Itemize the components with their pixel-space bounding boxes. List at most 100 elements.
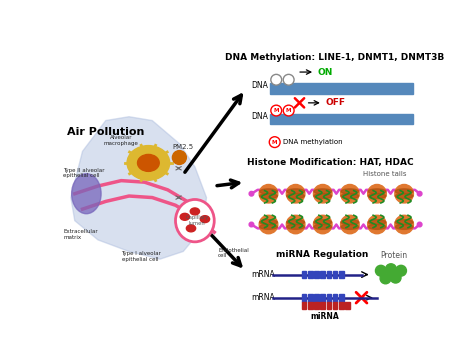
Circle shape (269, 137, 280, 147)
Circle shape (368, 184, 386, 203)
Bar (308, 302, 313, 309)
Text: mRNA: mRNA (251, 293, 275, 302)
Text: Alveolar
macrophage: Alveolar macrophage (104, 135, 139, 146)
Text: mRNA: mRNA (251, 270, 275, 279)
Text: Type II alveolar
epithelial cell: Type II alveolar epithelial cell (63, 167, 105, 178)
Text: Capillary
lumen: Capillary lumen (185, 215, 209, 226)
Text: Histone tails: Histone tails (363, 171, 407, 177)
Bar (270, 83, 413, 94)
Circle shape (395, 184, 413, 203)
Ellipse shape (287, 189, 304, 194)
Circle shape (390, 272, 401, 283)
Ellipse shape (260, 189, 277, 194)
Circle shape (286, 184, 305, 203)
Ellipse shape (314, 224, 332, 229)
Circle shape (417, 191, 422, 196)
Ellipse shape (287, 220, 304, 225)
Bar (327, 294, 331, 302)
Circle shape (271, 74, 282, 85)
Circle shape (385, 264, 396, 274)
Bar (302, 294, 307, 302)
Text: DNA Methylation: LINE-1, DNMT1, DNMT3B: DNA Methylation: LINE-1, DNMT1, DNMT3B (225, 53, 444, 62)
Circle shape (396, 265, 406, 276)
Ellipse shape (341, 193, 359, 199)
Circle shape (341, 215, 359, 234)
Ellipse shape (395, 220, 413, 225)
Bar (339, 302, 344, 309)
Text: Endothelial
cell: Endothelial cell (218, 248, 249, 258)
Ellipse shape (180, 213, 190, 220)
Text: Protein: Protein (381, 252, 408, 261)
Ellipse shape (368, 189, 386, 194)
Bar (333, 294, 337, 302)
Bar (320, 271, 325, 278)
Text: miRNA Regulation: miRNA Regulation (276, 250, 369, 259)
Bar (327, 271, 331, 278)
Ellipse shape (190, 208, 200, 215)
Bar (327, 302, 331, 309)
Bar (314, 271, 319, 278)
Text: Air Pollution: Air Pollution (67, 127, 145, 137)
Bar (345, 302, 350, 309)
Ellipse shape (341, 189, 359, 194)
Circle shape (283, 105, 294, 116)
Circle shape (283, 74, 294, 85)
Ellipse shape (368, 224, 386, 229)
Bar (314, 294, 319, 302)
Ellipse shape (186, 225, 196, 232)
Ellipse shape (395, 224, 413, 229)
Bar (333, 302, 337, 309)
Ellipse shape (72, 174, 101, 214)
Bar (339, 294, 344, 302)
Circle shape (173, 151, 186, 164)
Text: Histone Modification: HAT, HDAC: Histone Modification: HAT, HDAC (247, 158, 414, 167)
Bar (314, 302, 319, 309)
Ellipse shape (368, 220, 386, 225)
Circle shape (249, 191, 254, 196)
Text: DNA: DNA (251, 112, 268, 121)
Ellipse shape (368, 193, 386, 199)
Polygon shape (71, 117, 207, 259)
Ellipse shape (260, 193, 277, 199)
Ellipse shape (201, 216, 210, 223)
Ellipse shape (314, 189, 332, 194)
Ellipse shape (395, 193, 413, 199)
Bar (308, 294, 313, 302)
Bar (302, 271, 307, 278)
Text: OFF: OFF (325, 98, 345, 107)
Bar (270, 114, 413, 125)
Bar (333, 271, 337, 278)
Ellipse shape (137, 154, 159, 171)
Ellipse shape (175, 200, 214, 242)
Ellipse shape (287, 224, 304, 229)
Ellipse shape (287, 193, 304, 199)
Ellipse shape (260, 220, 277, 225)
Ellipse shape (260, 224, 277, 229)
Text: Type I alveolar
epithelial cell: Type I alveolar epithelial cell (121, 252, 161, 262)
Text: M: M (273, 108, 279, 113)
Ellipse shape (314, 193, 332, 199)
Circle shape (259, 215, 278, 234)
Ellipse shape (341, 220, 359, 225)
Ellipse shape (341, 224, 359, 229)
Circle shape (417, 222, 422, 227)
Text: M: M (286, 108, 292, 113)
Circle shape (259, 184, 278, 203)
Bar (302, 302, 307, 309)
Text: Extracellular
matrix: Extracellular matrix (63, 229, 98, 240)
Bar (339, 271, 344, 278)
Ellipse shape (395, 189, 413, 194)
Circle shape (313, 215, 332, 234)
Ellipse shape (314, 220, 332, 225)
Circle shape (313, 184, 332, 203)
Circle shape (380, 273, 391, 284)
Text: miRNA: miRNA (310, 311, 339, 321)
Text: ON: ON (317, 68, 333, 77)
Text: PM2.5: PM2.5 (173, 144, 194, 150)
Circle shape (249, 222, 254, 227)
Circle shape (271, 105, 282, 116)
Circle shape (368, 215, 386, 234)
Ellipse shape (127, 146, 170, 180)
Text: DNA: DNA (251, 81, 268, 90)
Circle shape (375, 265, 386, 276)
